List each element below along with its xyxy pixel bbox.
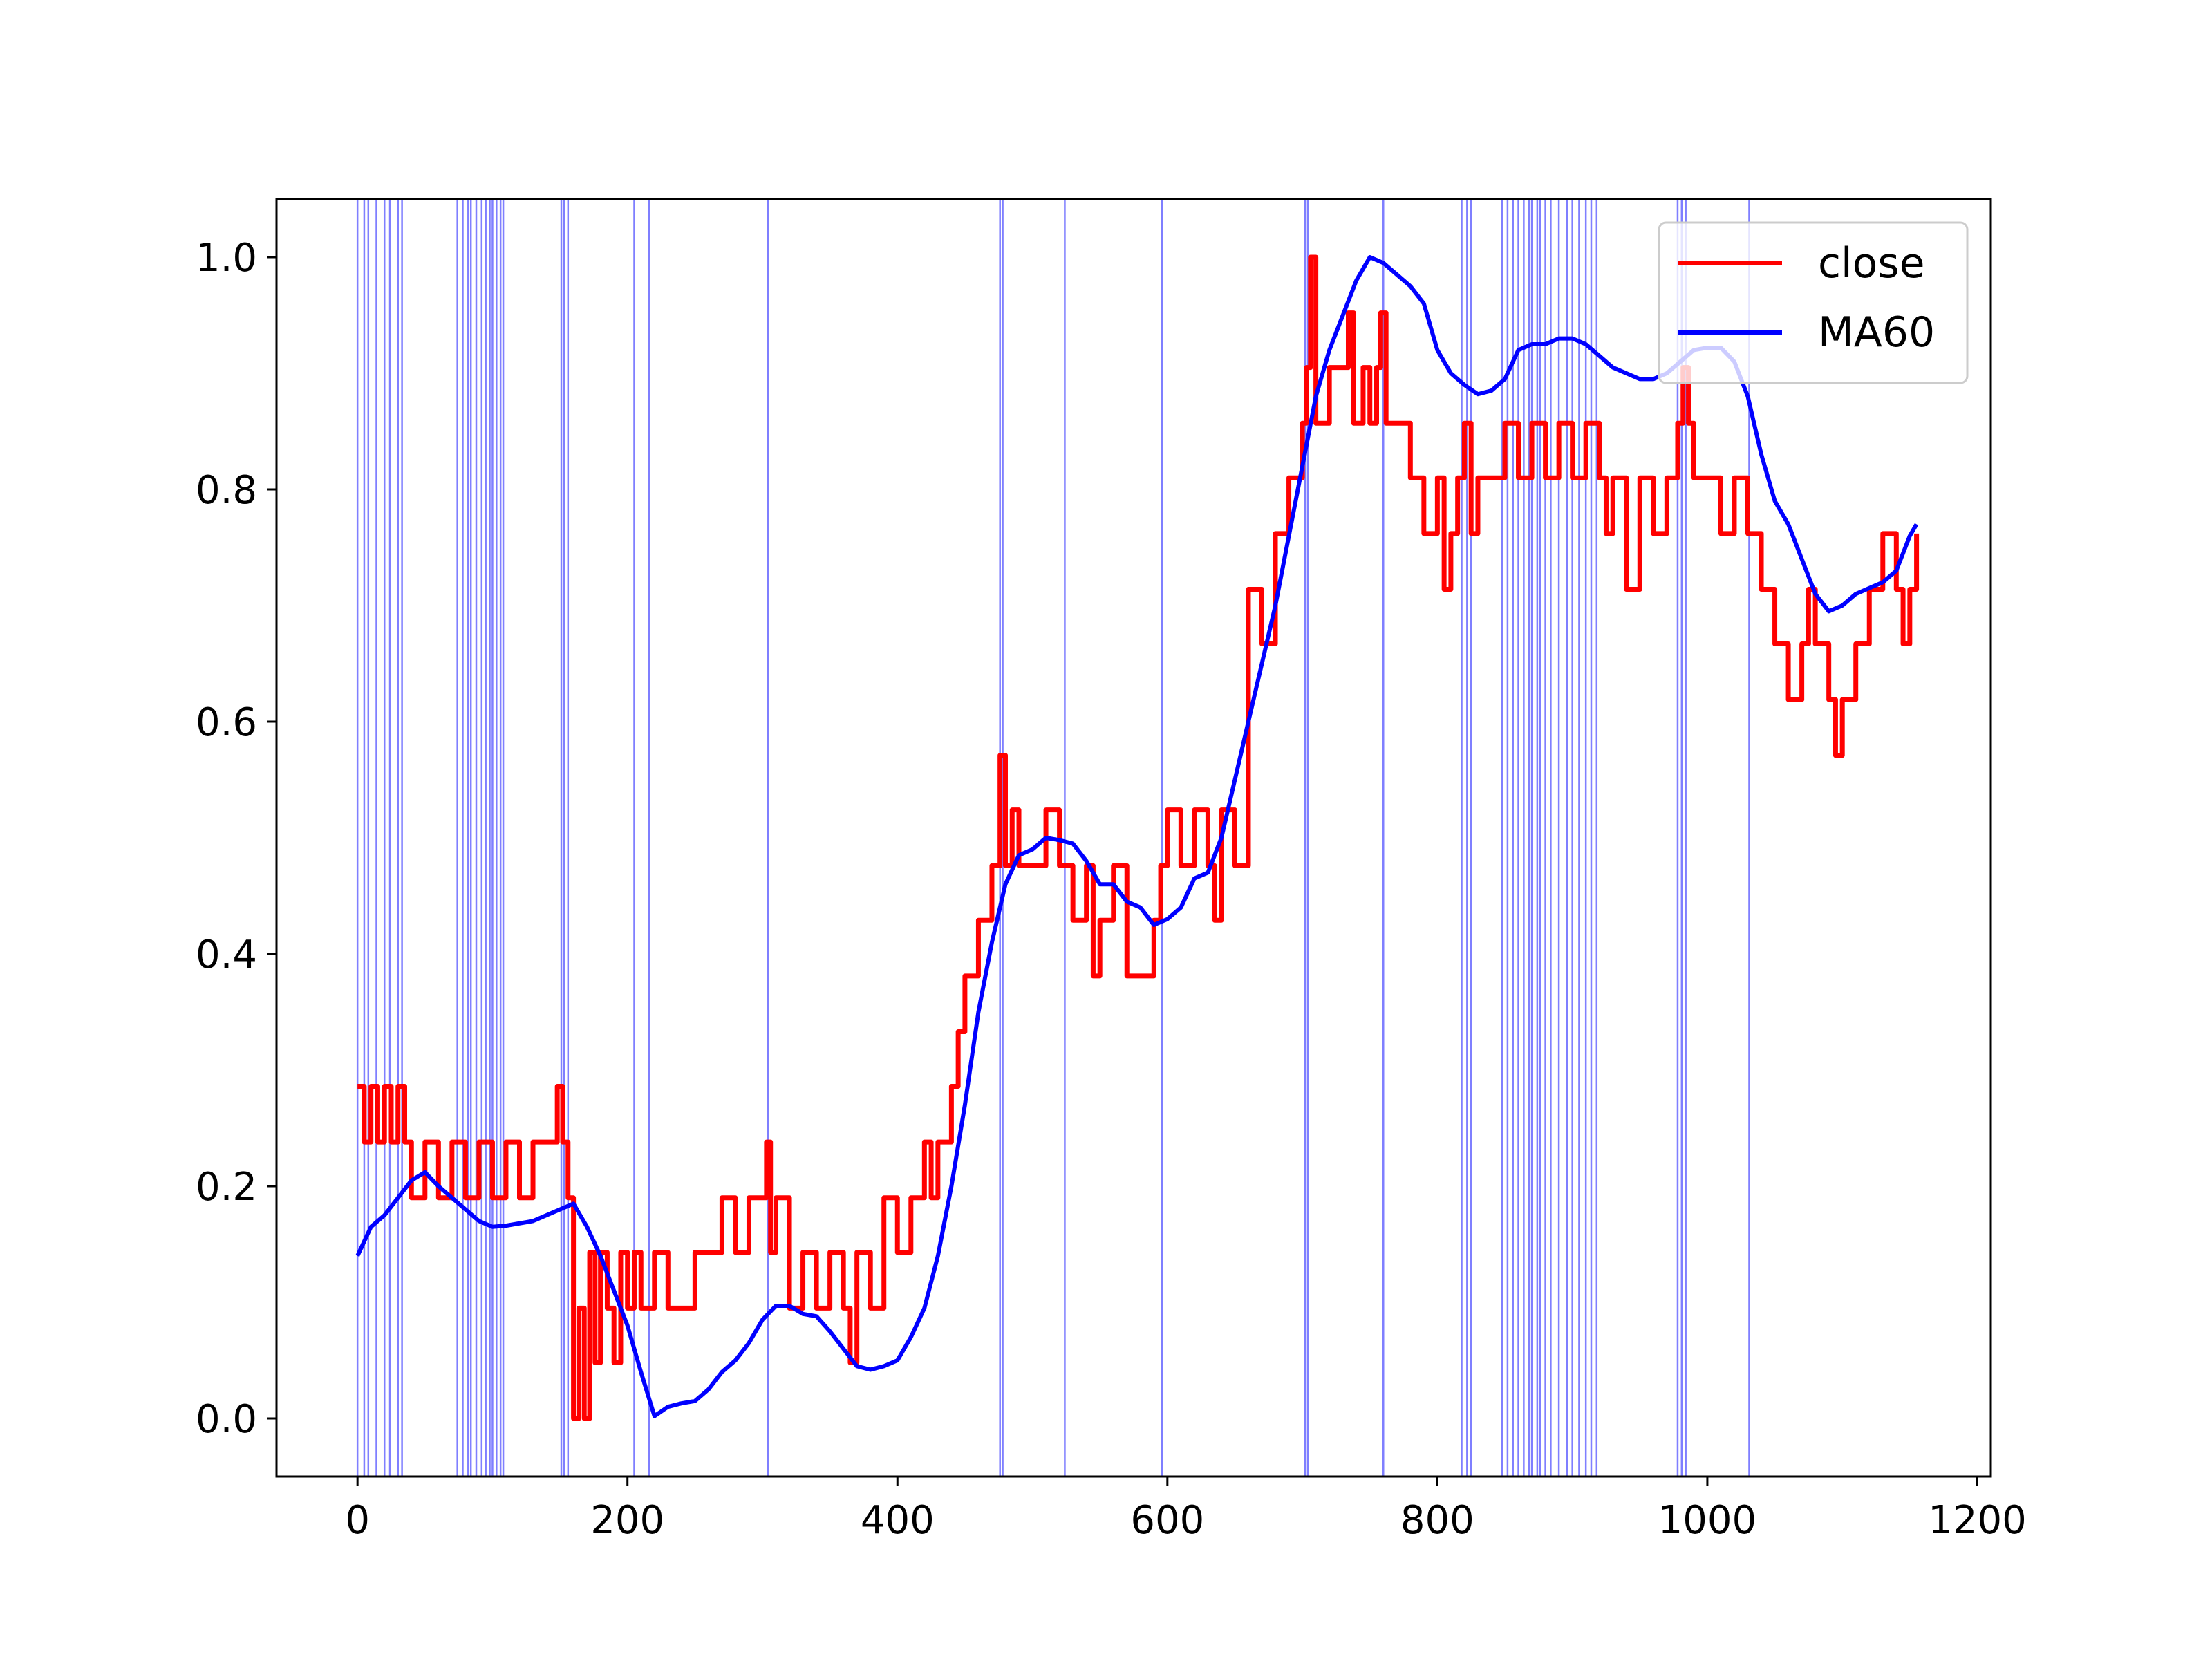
x-tick-label: 1000 [1658, 1498, 1757, 1543]
x-tick-label: 1200 [1928, 1498, 2027, 1543]
y-tick-label: 0.2 [196, 1165, 257, 1210]
y-tick-label: 0.0 [196, 1397, 257, 1442]
x-axis: 0 200 400 600 800 1000 1200 [345, 1477, 2027, 1543]
y-tick-label: 1.0 [196, 236, 257, 281]
x-tick-label: 0 [345, 1498, 370, 1543]
x-tick-label: 800 [1400, 1498, 1474, 1543]
legend-label-close: close [1818, 239, 1925, 288]
legend: close MA60 [1658, 221, 1969, 384]
legend-label-ma60: MA60 [1818, 308, 1935, 357]
y-tick-label: 0.6 [196, 700, 257, 745]
series-line-close [357, 254, 1920, 1421]
x-tick-label: 200 [590, 1498, 664, 1543]
y-tick-label: 0.4 [196, 932, 257, 977]
plot-frame [275, 198, 1992, 1478]
y-axis: 0.0 0.2 0.4 0.6 0.8 1.0 [196, 236, 276, 1442]
x-tick-label: 400 [861, 1498, 935, 1543]
x-tick-label: 600 [1130, 1498, 1204, 1543]
y-tick-label: 0.8 [196, 468, 257, 513]
event-vertical-lines [356, 199, 1750, 1477]
